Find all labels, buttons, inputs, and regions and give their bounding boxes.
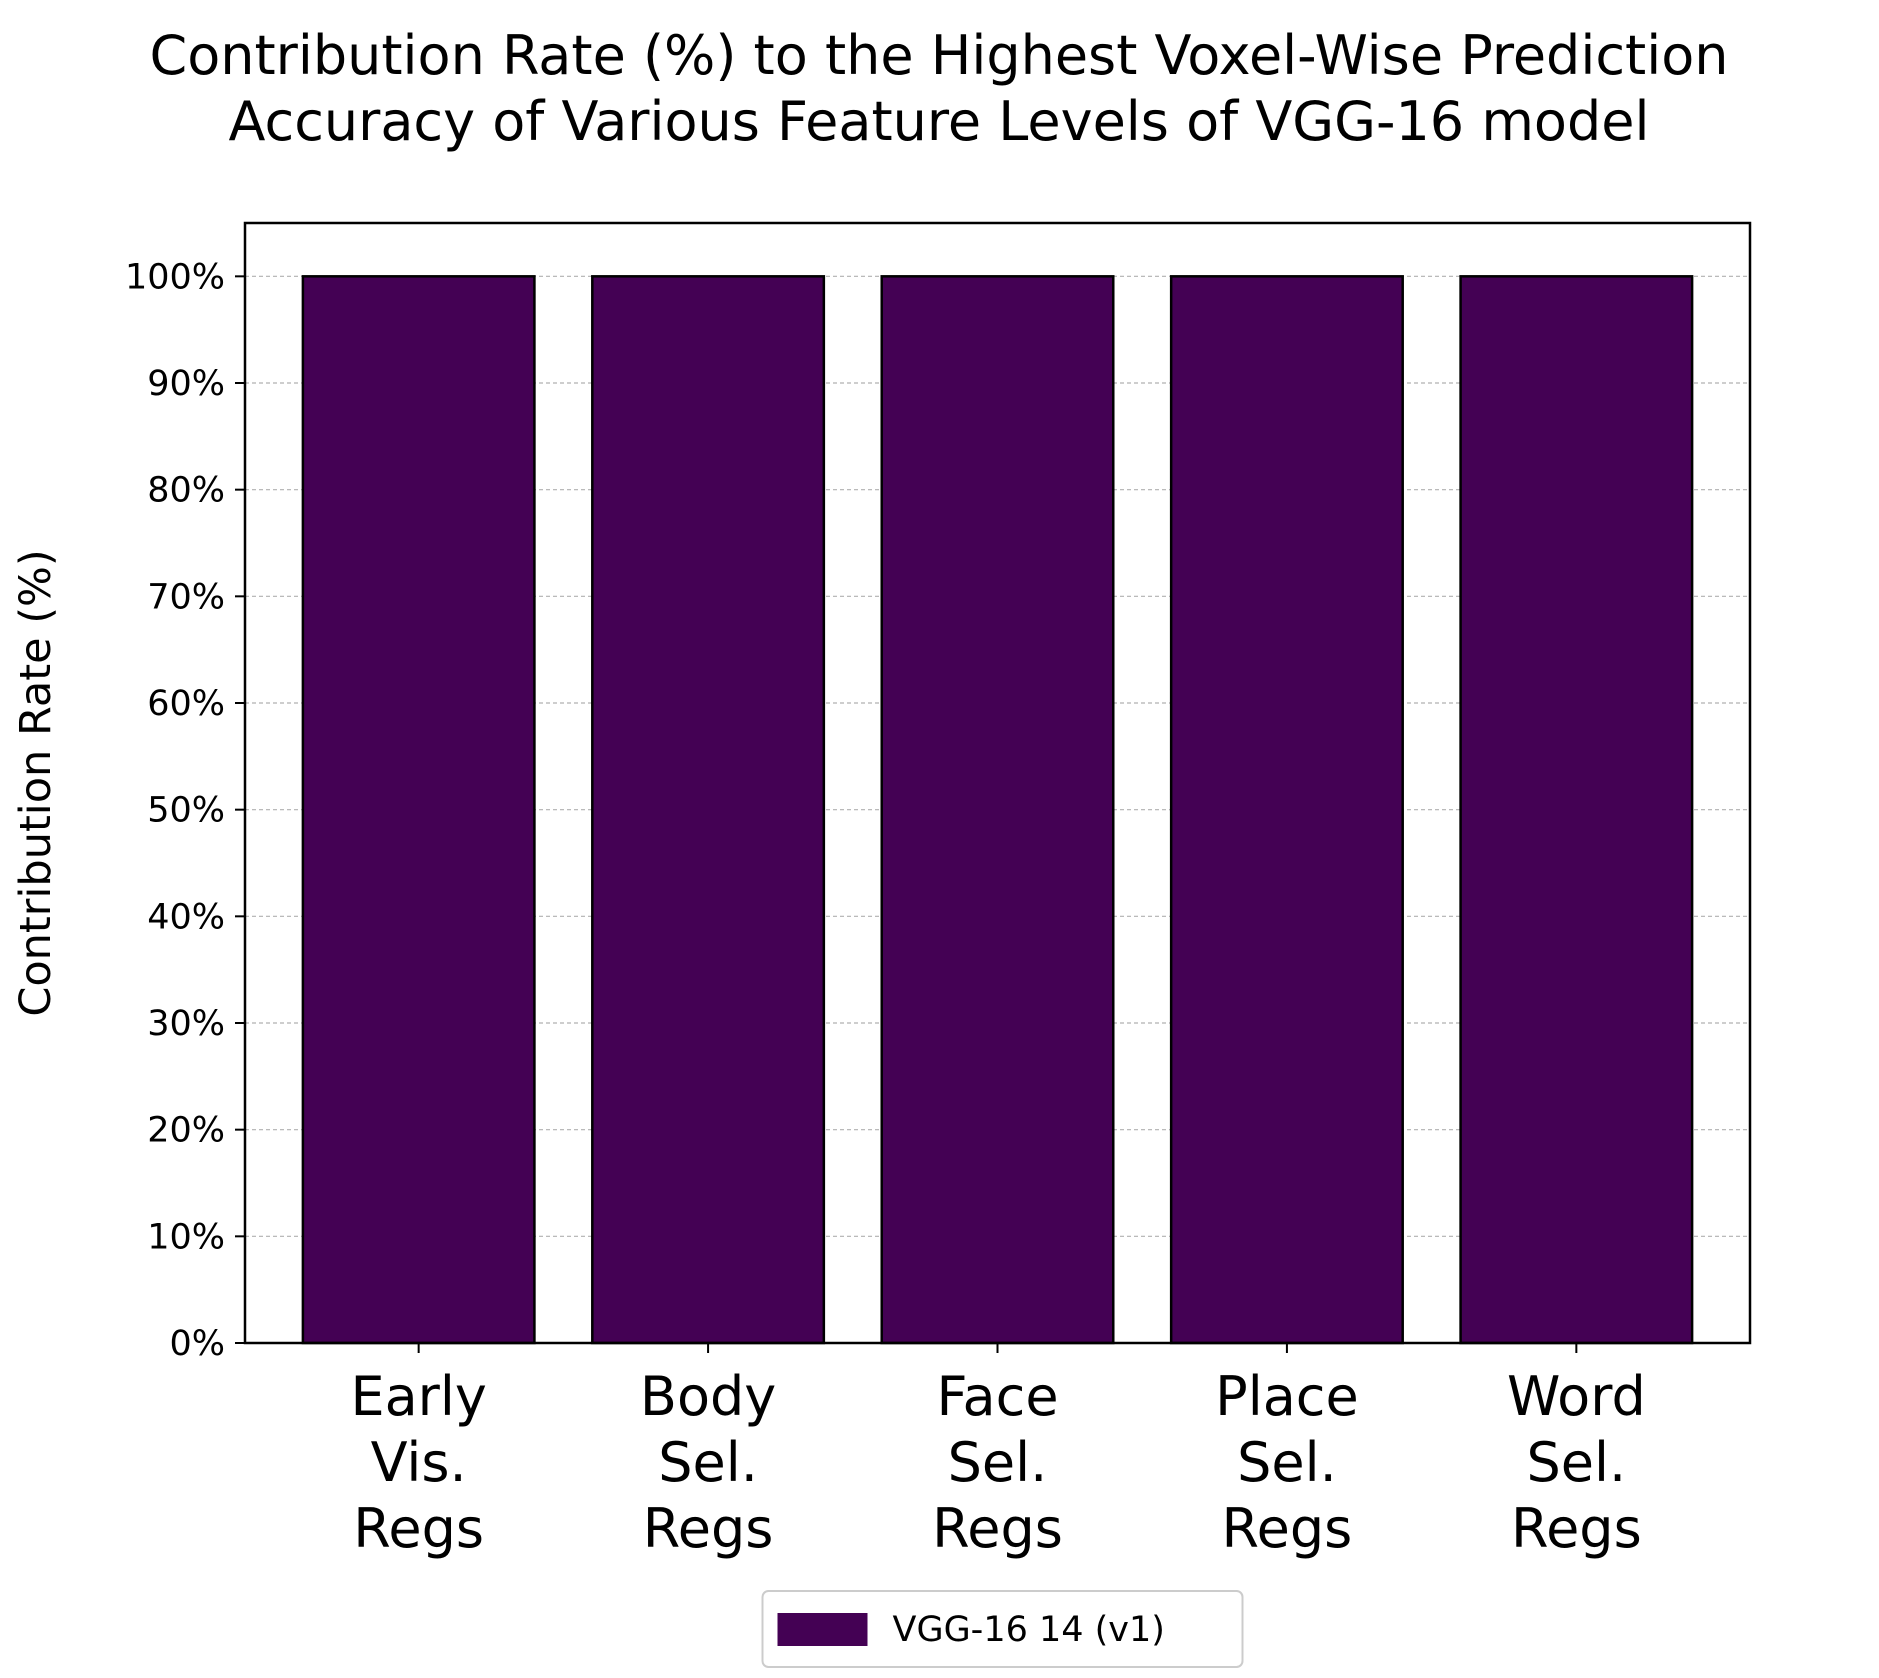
x-tick-label-line: Regs <box>932 1497 1063 1560</box>
y-axis-label: Contribution Rate (%) <box>11 549 61 1016</box>
y-tick-label: 100% <box>125 257 225 297</box>
chart-title-line-1: Contribution Rate (%) to the Highest Vox… <box>150 24 1729 87</box>
x-tick-label-line: Regs <box>1511 1497 1642 1560</box>
y-tick-label: 0% <box>169 1324 225 1364</box>
chart-title: Contribution Rate (%) to the Highest Vox… <box>150 24 1729 153</box>
legend-swatch <box>777 1613 868 1646</box>
chart-title-line-2: Accuracy of Various Feature Levels of VG… <box>229 90 1650 153</box>
y-axis-ticks: 0% 10% 20% 30% 40% 50% 60% 70% 80% 90% 100% <box>125 257 245 1364</box>
bar <box>880 275 1115 1345</box>
x-tick-label-line: Vis. <box>371 1431 467 1494</box>
y-tick-label: 80% <box>147 471 225 511</box>
x-tick-label-line: Word <box>1507 1365 1646 1428</box>
x-tick-label: Word Sel. Regs <box>1507 1365 1646 1560</box>
x-tick-label: Body Sel. Regs <box>640 1365 776 1560</box>
x-tick-label: Early Vis. Regs <box>350 1365 486 1560</box>
y-tick-label: 30% <box>147 1004 225 1044</box>
bars <box>301 275 1694 1345</box>
y-tick-label: 20% <box>147 1111 225 1151</box>
x-tick-label-line: Sel. <box>1527 1431 1627 1494</box>
x-tick-label-line: Early <box>350 1365 486 1428</box>
y-tick-label: 10% <box>147 1217 225 1257</box>
x-tick-label-line: Sel. <box>1237 1431 1337 1494</box>
y-tick-label: 60% <box>147 684 225 724</box>
x-tick-label-line: Regs <box>353 1497 484 1560</box>
x-tick-label-line: Place <box>1215 1365 1359 1428</box>
x-tick-label-line: Sel. <box>658 1431 758 1494</box>
x-tick-label-line: Body <box>640 1365 776 1428</box>
y-tick-label: 50% <box>147 791 225 831</box>
y-tick-label: 40% <box>147 897 225 937</box>
x-tick-label-line: Regs <box>1222 1497 1353 1560</box>
y-tick-label: 90% <box>147 364 225 404</box>
legend-label: VGG-16 14 (v1) <box>893 1610 1165 1650</box>
bar <box>591 275 826 1345</box>
legend: VGG-16 14 (v1) <box>761 1590 1244 1668</box>
bar <box>301 275 536 1345</box>
x-tick-label: Place Sel. Regs <box>1215 1365 1359 1560</box>
plot-area-frame <box>243 221 1752 1345</box>
x-tick-label: Face Sel. Regs <box>932 1365 1063 1560</box>
bar <box>1169 275 1404 1345</box>
x-tick-label-line: Sel. <box>948 1431 1048 1494</box>
y-tick-label: 70% <box>147 577 225 617</box>
x-tick-label-line: Face <box>936 1365 1058 1428</box>
legend-box <box>761 1590 1244 1668</box>
x-tick-label-line: Regs <box>643 1497 774 1560</box>
bar <box>1459 275 1694 1345</box>
